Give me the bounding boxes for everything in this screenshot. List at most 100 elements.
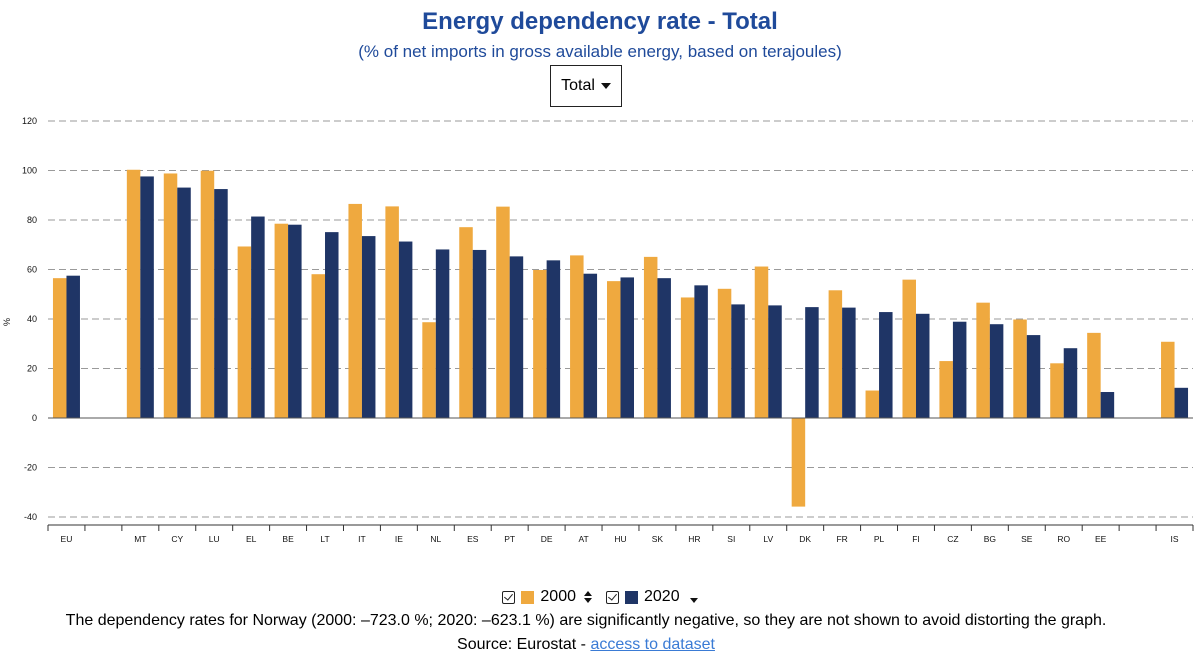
x-tick-label: BE <box>282 534 294 544</box>
bar-chart: -40 -20 0 20 40 60 80 100 120% EU MT CY LU EL BE LT IT IE… <box>2 116 1194 544</box>
bar-2000-DK <box>791 418 806 507</box>
bar-2000-FR <box>828 290 843 418</box>
bar-2000-HU <box>607 281 621 418</box>
chart-subtitle: (% of net imports in gross available ene… <box>358 42 842 61</box>
y-tick-label: 0 <box>32 413 37 423</box>
y-axis-label: % <box>2 318 12 326</box>
bar-2000-RO <box>1050 363 1064 418</box>
chart-legend: 2000 2020 <box>0 588 1200 606</box>
source-line: Source: Eurostat - access to dataset <box>0 636 1172 654</box>
x-tick-label: ES <box>467 534 479 544</box>
bar-2020-SI <box>731 304 745 418</box>
bar-2000-SK <box>643 256 658 418</box>
source-prefix: Source: Eurostat - <box>457 636 591 653</box>
x-tick-label: RO <box>1057 534 1070 544</box>
bar-2020-DE <box>546 260 561 418</box>
x-tick-label: IE <box>395 534 403 544</box>
dropdown-selected-label: Total <box>561 77 595 94</box>
bar-2020-SE <box>1026 335 1041 418</box>
legend-item-2020[interactable]: 2020 <box>606 588 698 606</box>
x-tick-label: CY <box>171 534 183 544</box>
legend-item-2000[interactable]: 2000 <box>502 588 592 606</box>
indicator-dropdown[interactable]: Total <box>550 65 622 107</box>
bar-2000-MT <box>126 169 141 418</box>
bar-2020-EU <box>66 275 80 418</box>
bar-2000-IE <box>385 206 399 418</box>
bar-2000-PL <box>865 390 880 418</box>
bar-2020-PL <box>879 312 893 418</box>
x-tick-label: MT <box>134 534 146 544</box>
y-tick-label: 100 <box>22 166 37 176</box>
bar-2020-IE <box>398 241 413 418</box>
y-tick-label: -40 <box>24 512 37 522</box>
x-tick-label: LU <box>209 534 220 544</box>
x-tick-label: EU <box>61 534 73 544</box>
x-tick-label: BG <box>984 534 996 544</box>
bar-2000-EL <box>237 246 252 418</box>
x-tick-label: CZ <box>947 534 958 544</box>
y-tick-label: -20 <box>24 463 37 473</box>
bar-2000-CY <box>163 173 178 418</box>
legend-label-2020: 2020 <box>644 588 680 605</box>
x-tick-label: SK <box>652 534 664 544</box>
x-tick-label: FI <box>912 534 920 544</box>
bar-2000-BG <box>976 302 990 418</box>
bar-2020-BG <box>989 324 1004 418</box>
sort-both-icon[interactable] <box>584 591 592 603</box>
bar-2020-FR <box>842 307 856 418</box>
legend-swatch-2020 <box>625 590 638 604</box>
bar-2020-HU <box>620 277 634 418</box>
x-tick-label: PL <box>874 534 885 544</box>
bar-2020-AT <box>583 273 598 418</box>
bar-2000-LU <box>200 170 215 418</box>
bar-2020-EE <box>1100 392 1115 418</box>
y-tick-label: 80 <box>27 215 37 225</box>
bar-2000-BE <box>274 223 289 418</box>
bar-2020-FI <box>915 313 930 418</box>
bar-2000-IT <box>348 203 362 418</box>
y-tick-label: 60 <box>27 265 37 275</box>
bar-2020-LV <box>768 305 782 418</box>
x-tick-label: SE <box>1021 534 1033 544</box>
bar-2000-SE <box>1013 319 1027 418</box>
x-tick-label: FR <box>836 534 847 544</box>
bar-2020-MT <box>140 176 154 418</box>
bar-2000-LV <box>754 266 769 418</box>
dataset-link[interactable]: access to dataset <box>590 636 715 653</box>
x-tick-label: PT <box>504 534 515 544</box>
x-tick-label: NL <box>430 534 441 544</box>
bar-2020-NL <box>435 249 450 418</box>
bar-2000-EU <box>52 278 67 418</box>
bar-2020-CZ <box>952 321 967 418</box>
x-tick-label: IS <box>1171 534 1179 544</box>
bar-2020-LT <box>325 232 339 418</box>
bar-2020-ES <box>472 249 487 418</box>
x-tick-label: DE <box>541 534 553 544</box>
bar-2020-IT <box>361 236 376 418</box>
bar-2000-LT <box>311 274 326 418</box>
bar-2020-HR <box>694 285 708 418</box>
x-tick-label: DK <box>799 534 811 544</box>
x-tick-label: HR <box>688 534 700 544</box>
bar-2020-LU <box>214 189 228 418</box>
bar-2020-IS <box>1174 387 1189 418</box>
bar-2000-CZ <box>939 361 953 418</box>
bar-2000-HR <box>680 297 695 418</box>
bar-2000-DE <box>533 269 547 418</box>
checkbox-checked-icon[interactable] <box>606 590 619 604</box>
x-tick-label: AT <box>578 534 588 544</box>
bar-2000-NL <box>422 322 436 418</box>
footnote: The dependency rates for Norway (2000: –… <box>65 612 1107 629</box>
x-tick-label: HU <box>614 534 626 544</box>
bar-2000-PT <box>496 206 510 418</box>
sort-down-icon[interactable] <box>689 597 698 603</box>
legend-swatch-2000 <box>521 590 535 604</box>
x-tick-label: LT <box>320 534 329 544</box>
bar-2020-EL <box>251 216 265 418</box>
checkbox-checked-icon[interactable] <box>502 590 516 604</box>
bar-2020-BE <box>288 224 302 418</box>
bar-2020-CY <box>177 187 191 418</box>
bar-2000-SI <box>717 288 732 418</box>
x-tick-label: EL <box>246 534 257 544</box>
x-tick-label: EE <box>1095 534 1107 544</box>
